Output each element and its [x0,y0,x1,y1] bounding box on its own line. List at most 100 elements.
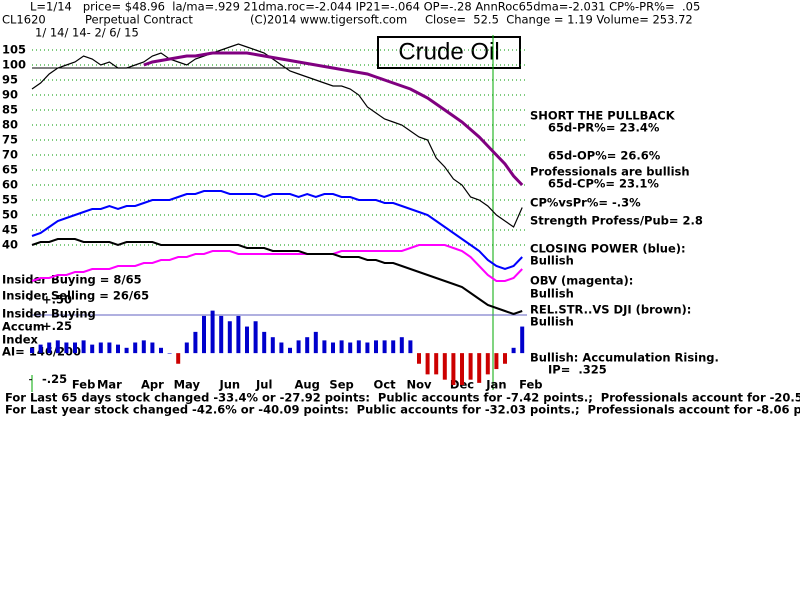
y-tick-label: 75 [2,133,18,147]
legend-entry: CLOSING POWER (blue): [530,242,686,256]
series-line [143,51,524,187]
bar [442,353,447,380]
bar [434,353,439,375]
bar [55,340,60,354]
x-tick-label: Jun [218,378,240,392]
y-tick-label: +.25 [42,319,72,333]
bar [296,340,301,354]
bar [288,347,292,354]
bar [98,342,103,354]
copyright: (C)2014 www.tigersoft.com [250,13,407,27]
panel-label: Index [2,333,38,347]
symbol: CL1620 [2,13,46,27]
series-line [31,190,523,271]
bar [227,321,232,354]
chart-title: Crude Oil [398,38,499,65]
bar [219,315,224,354]
contract: Perpetual Contract [85,13,193,27]
y-tick-label: 70 [2,148,18,162]
bar [193,331,198,354]
bar [503,353,507,364]
bar [253,321,258,354]
bar [382,340,387,354]
bar [408,340,413,354]
bar [520,326,525,354]
y-tick-label: 95 [2,73,18,87]
bar [425,353,430,375]
x-tick-label: Jul [255,378,272,392]
legend-entry: OBV (magenta): [530,274,633,288]
y-tick-label: 50 [2,208,18,222]
bar [210,310,215,354]
bar [176,353,181,364]
close-change: Close= 52.5 Change = 1.19 Volume= 253.72 [425,13,693,27]
annotation: IP= .325 [548,363,607,377]
x-tick-label: Oct [374,378,397,392]
bar [279,342,284,354]
bar [184,342,189,354]
y-tick-label: 105 [2,43,26,57]
annotation: 65d-OP%= 26.6% [548,149,661,163]
bar [460,353,464,385]
date-range: 1/ 14/ 14- 2/ 6/ 15 [35,26,139,40]
legend-entry: REL.STR..VS DJI (brown): [530,303,691,317]
y-tick-label: -.25 [42,372,67,386]
bar [107,342,112,354]
bar [64,342,69,354]
bar [270,337,275,354]
annotation: Bullish: Accumulation Rising. [530,351,719,365]
annotation: Bullish [530,254,574,268]
y-tick-label: 55 [2,193,18,207]
x-tick-label: Jan [485,378,506,392]
series-line [31,238,523,316]
bar [47,342,52,354]
panel-label: Insider Buying [2,307,96,321]
y-tick-label: 60 [2,178,18,192]
insider-selling: Insider Selling = 26/65 [2,289,149,303]
y-tick-label: 80 [2,118,18,132]
bar [331,342,335,354]
y-tick-label: 90 [2,88,18,102]
bar [124,347,129,354]
y-tick-label: +.50 [42,293,72,307]
bar [38,344,43,354]
bar [159,347,163,354]
footer-line: For Last year stock changed -42.6% or -4… [5,403,800,417]
x-tick-label: May [174,378,201,392]
bar [391,340,396,354]
x-tick-label: Mar [97,378,122,392]
bar [451,353,456,385]
bar [81,340,86,354]
bar [322,340,327,354]
y-tick-label: 100 [2,58,26,72]
annotation: Bullish [530,287,574,301]
x-tick-label: Aug [295,378,320,392]
bar [399,337,404,354]
x-tick-label: Feb [72,378,95,392]
bar [468,353,473,380]
annotation: Professionals are bullish [530,165,690,179]
bar [262,331,267,354]
bar [116,344,120,354]
bar [133,342,138,354]
bar [356,340,361,354]
bar [494,353,499,370]
bar [73,342,77,354]
bar [245,326,249,354]
bar [374,340,378,354]
x-tick-label: Apr [141,378,164,392]
x-tick-label: Feb [519,378,542,392]
bar [236,315,241,354]
bar [313,331,318,354]
bar [511,347,516,354]
footer-line: For Last 65 days stock changed -33.4% or… [5,391,800,405]
bar [417,353,421,364]
bar [477,353,482,383]
y-tick-label: 65 [2,163,18,177]
panel-label: Accum [2,320,45,334]
annotation: 65d-PR%= 23.4% [548,121,660,135]
header-line: L=1/14 price= $48.96 la/ma=.929 21dma.ro… [30,0,700,14]
y-tick-label: 40 [2,238,18,252]
title-box [377,36,521,69]
